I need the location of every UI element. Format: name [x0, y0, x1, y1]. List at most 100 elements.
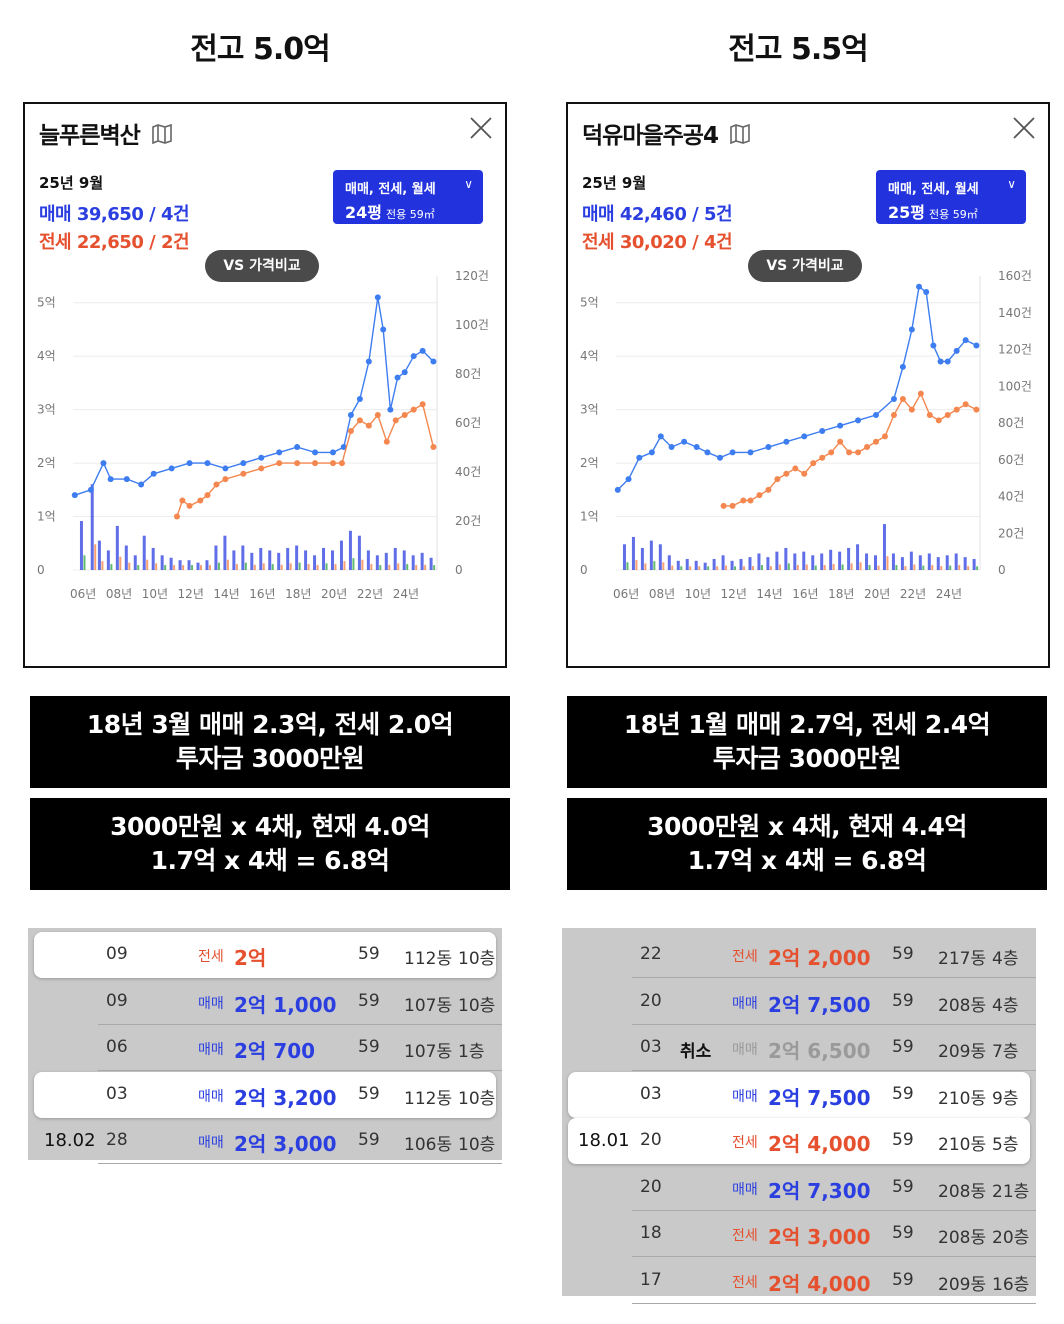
jeonse-point — [222, 476, 229, 483]
jeonse-point — [276, 460, 283, 467]
building-cell: 209동 — [938, 1042, 987, 1062]
jeonse-point — [740, 497, 747, 504]
sale-point — [890, 395, 897, 402]
sale-point — [347, 411, 354, 418]
jeonse-point — [801, 470, 808, 477]
transaction-row[interactable]: 09 매매 2억 1,000 59 107동 10층 — [28, 979, 502, 1025]
volume-bar — [658, 544, 662, 570]
volume-bar — [891, 553, 895, 570]
filter-types: 매매, 전세, 월세 — [888, 182, 979, 197]
map-icon[interactable] — [151, 123, 173, 150]
jeonse-point — [374, 411, 381, 418]
transaction-row[interactable]: 09 전세 2억 59 112동 10층 — [34, 932, 496, 978]
transaction-row[interactable]: 18 전세 2억 3,000 59 208동 20층 — [562, 1211, 1036, 1257]
volume-bar — [811, 555, 815, 570]
volume-bar — [931, 565, 934, 570]
filter-types: 매매, 전세, 월세 — [345, 182, 436, 197]
trade-filter-dropdown[interactable]: 매매, 전세, 월세 ∨ 25평 전용 59㎡ — [876, 170, 1026, 224]
trade-type: 전세 — [198, 949, 224, 965]
row-divider — [632, 1070, 1036, 1071]
volume-bar — [748, 557, 752, 570]
transaction-row[interactable]: 03 매매 2억 7,500 59 210동 9층 — [568, 1071, 1030, 1118]
y-volume-tick-label: 100건 — [998, 379, 1032, 393]
transaction-row[interactable]: 03 취소 매매 2억 6,500 59 209동 7층 — [562, 1025, 1036, 1071]
trade-price: 2억 7,300 — [768, 1178, 871, 1203]
transaction-row[interactable]: 20 매매 2억 7,500 59 208동 4층 — [562, 979, 1036, 1025]
complex-card: 늘푸른벽산 25년 9월 매매 39,650 / 4건 전세 22,650 / … — [23, 102, 507, 668]
sale-point — [340, 444, 347, 451]
close-icon[interactable] — [469, 116, 493, 140]
trade-filter-dropdown[interactable]: 매매, 전세, 월세 ∨ 24평 전용 59㎡ — [333, 170, 483, 224]
transaction-row[interactable]: 17 전세 2억 4,000 59 209동 16층 — [562, 1258, 1036, 1304]
sale-point — [747, 449, 754, 456]
trade-type: 매매 — [732, 1181, 758, 1198]
vs-compare-button[interactable]: VS 가격비교 — [748, 250, 862, 282]
sale-point — [100, 460, 107, 467]
y-tick-label: 4억 — [580, 349, 599, 363]
sale-point — [222, 465, 229, 472]
transaction-row[interactable]: 18.01 20 전세 2억 4,000 59 210동 5층 — [568, 1118, 1030, 1164]
volume-bar — [160, 555, 164, 570]
volume-bar — [352, 558, 355, 570]
sale-point — [923, 289, 930, 296]
jeonse-point — [828, 449, 835, 456]
jeonse-point — [401, 411, 408, 418]
volume-bar — [370, 564, 373, 570]
sale-series-line — [617, 285, 977, 491]
map-icon[interactable] — [729, 123, 751, 150]
floor-cell: 1층 — [458, 1042, 485, 1062]
transaction-list: 22 전세 2억 2,000 59 217동 4층 20 매매 2억 7,500 59 208동 4층… — [562, 928, 1036, 1304]
sale-point — [783, 438, 790, 445]
vs-compare-button[interactable]: VS 가격비교 — [205, 250, 319, 282]
volume-bar — [151, 547, 155, 570]
sale-point — [419, 347, 426, 354]
volume-bar — [433, 565, 436, 570]
volume-bar — [259, 547, 263, 570]
row-divider — [98, 1023, 502, 1025]
transaction-row[interactable]: 20 매매 2억 7,300 59 208동 21층 — [562, 1165, 1036, 1211]
trade-type: 매매 — [732, 1042, 758, 1058]
volume-bar — [856, 544, 860, 570]
jeonse-point — [365, 422, 372, 429]
sale-point — [380, 326, 387, 333]
jeonse-point — [430, 444, 437, 451]
area-label: 전용 59㎡ — [386, 208, 435, 221]
volume-bar — [331, 550, 334, 570]
row-divider — [98, 1070, 502, 1071]
y-volume-tick-label: 20건 — [998, 526, 1024, 540]
sale-point — [276, 449, 283, 456]
transaction-row[interactable]: 22 전세 2억 2,000 59 217동 4층 — [562, 932, 1036, 978]
calculation-note: 3000만원 x 4채, 현재 4.4억 1.7억 x 4채 = 6.8억 — [567, 798, 1047, 890]
building-cell: 107동 — [404, 1042, 453, 1062]
y-tick-label: 1억 — [580, 510, 599, 524]
day-cell: 20 — [640, 1176, 662, 1197]
volume-bar — [734, 566, 737, 570]
volume-bar — [232, 550, 236, 570]
volume-bar — [142, 535, 146, 570]
volume-bar — [940, 566, 943, 570]
sale-point — [937, 358, 944, 365]
volume-bar — [936, 557, 940, 570]
jeonse-point — [419, 401, 426, 408]
row-divider — [632, 1256, 1036, 1257]
transaction-row[interactable]: 03 매매 2억 3,200 59 112동 10층 — [34, 1071, 496, 1118]
close-icon[interactable] — [1012, 116, 1036, 140]
sale-point — [365, 358, 372, 365]
volume-bar — [802, 551, 806, 570]
transaction-row[interactable]: 18.02 28 매매 2억 3,000 59 106동 10층 — [28, 1118, 502, 1164]
volume-bar — [375, 555, 379, 570]
volume-bar — [882, 524, 886, 570]
volume-bar — [106, 550, 110, 570]
volume-bar — [635, 560, 638, 570]
chevron-down-icon: ∨ — [464, 177, 473, 191]
trade-price: 2억 3,000 — [234, 1132, 337, 1156]
volume-bar — [313, 555, 317, 570]
jeonse-point — [837, 438, 844, 445]
volume-bar — [865, 553, 869, 570]
y-volume-tick-label: 40건 — [455, 465, 481, 479]
volume-bar — [101, 561, 104, 570]
trade-type: 매매 — [198, 1135, 224, 1151]
transaction-row[interactable]: 06 매매 2억 700 59 107동 1층 — [28, 1025, 502, 1071]
floor-cell: 10층 — [458, 995, 496, 1016]
day-cell: 17 — [640, 1269, 662, 1290]
